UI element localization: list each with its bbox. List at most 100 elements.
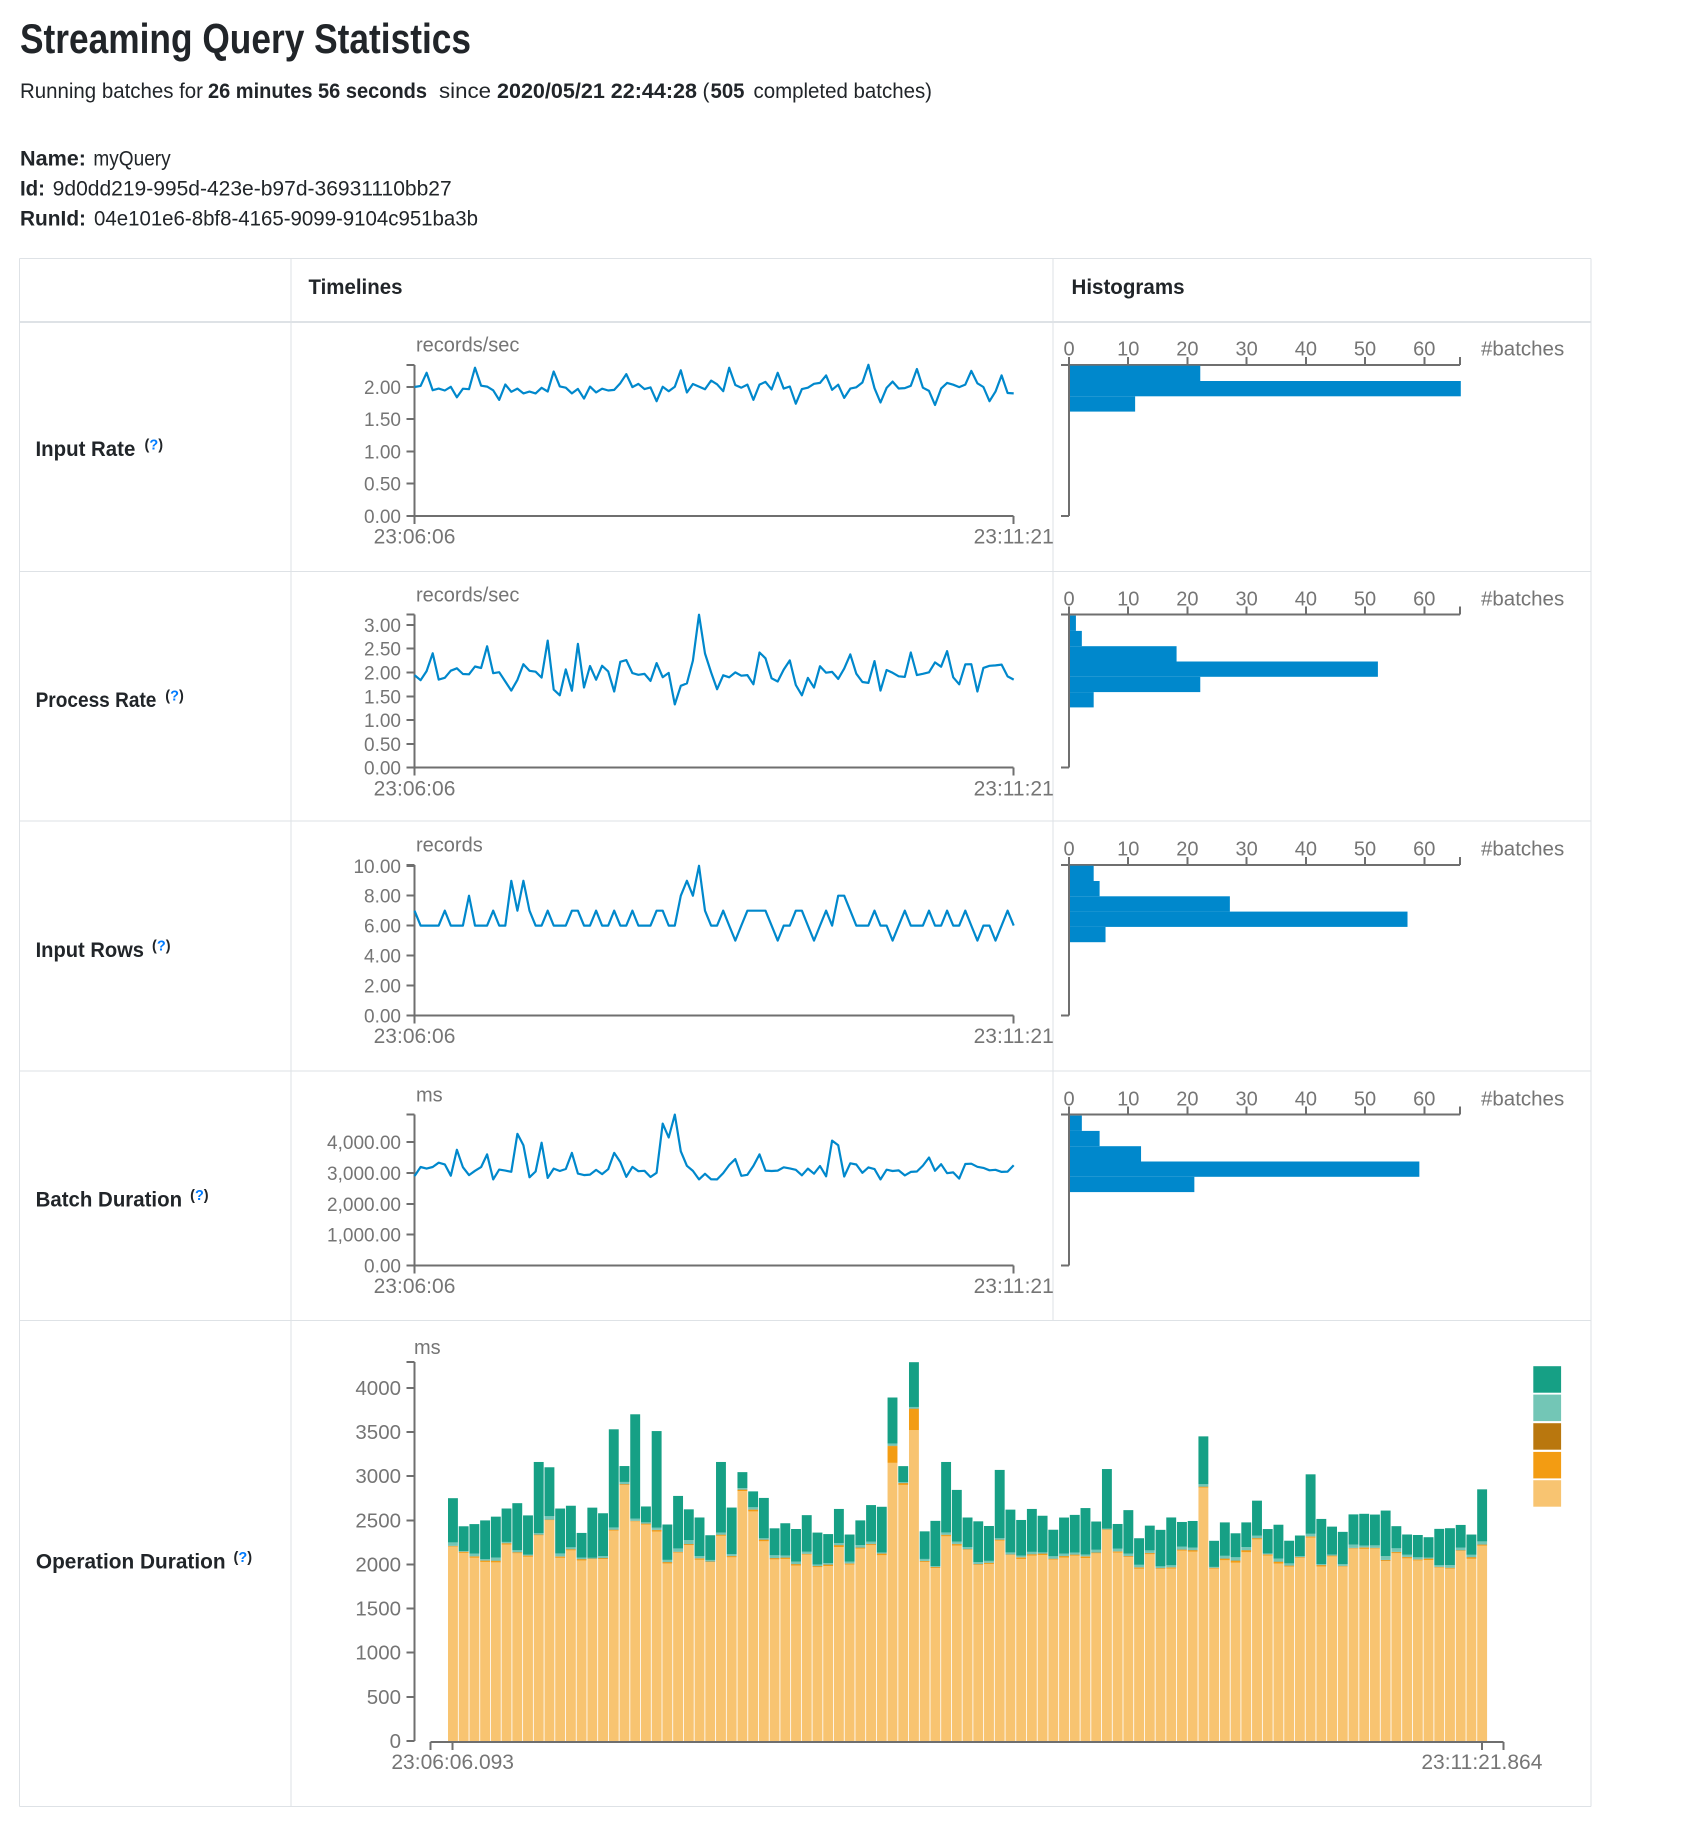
svg-text:2.50: 2.50 <box>364 640 401 661</box>
svg-text:10: 10 <box>1117 339 1139 361</box>
svg-text:23:11:21: 23:11:21 <box>974 1025 1054 1048</box>
svg-text:1500: 1500 <box>355 1598 401 1621</box>
svg-text:Batch Duration: Batch Duration <box>36 1189 183 1212</box>
svg-text:23:11:21: 23:11:21 <box>974 526 1054 549</box>
svg-text:1,000.00: 1,000.00 <box>327 1226 401 1247</box>
svg-text:23:06:06: 23:06:06 <box>374 526 456 549</box>
svg-text:4,000.00: 4,000.00 <box>327 1133 401 1154</box>
svg-text:8.00: 8.00 <box>364 887 401 908</box>
svg-text:20: 20 <box>1176 1088 1198 1110</box>
svg-text:3500: 3500 <box>355 1421 401 1444</box>
svg-text:Input Rows: Input Rows <box>36 939 144 962</box>
svg-text:60: 60 <box>1413 339 1435 361</box>
svg-text:505: 505 <box>711 80 745 103</box>
svg-text:ms: ms <box>416 1084 443 1106</box>
svg-text:2.00: 2.00 <box>364 976 401 997</box>
svg-text:records/sec: records/sec <box>416 334 519 356</box>
svg-text:completed batches): completed batches) <box>754 80 933 103</box>
svg-text:500: 500 <box>367 1686 401 1709</box>
svg-text:myQuery: myQuery <box>93 148 171 171</box>
svg-text:50: 50 <box>1354 339 1376 361</box>
svg-text:10: 10 <box>1117 1088 1139 1110</box>
svg-text:40: 40 <box>1295 588 1317 610</box>
svg-text:23:06:06: 23:06:06 <box>374 1025 456 1048</box>
svg-text:0: 0 <box>1063 588 1074 610</box>
svg-text:20: 20 <box>1176 588 1198 610</box>
svg-text:0: 0 <box>1063 339 1074 361</box>
svg-text:3000: 3000 <box>355 1465 401 1488</box>
svg-text:1.50: 1.50 <box>364 687 401 708</box>
svg-text:4000: 4000 <box>355 1377 401 1400</box>
svg-text:1000: 1000 <box>355 1642 401 1665</box>
svg-text:Operation Duration: Operation Duration <box>36 1551 226 1574</box>
svg-text:Running batches for: Running batches for <box>20 80 203 103</box>
svg-text:10: 10 <box>1117 839 1139 861</box>
svg-text:23:11:21: 23:11:21 <box>974 777 1054 800</box>
svg-text:(?): (?) <box>165 688 184 704</box>
svg-text:(?): (?) <box>190 1188 209 1204</box>
svg-text:Process Rate: Process Rate <box>36 689 157 712</box>
svg-text:RunId:: RunId: <box>20 208 86 231</box>
svg-text:50: 50 <box>1354 839 1376 861</box>
svg-text:10.00: 10.00 <box>353 857 401 878</box>
svg-text:23:06:06: 23:06:06 <box>374 1275 456 1298</box>
svg-text:Histograms: Histograms <box>1072 276 1185 299</box>
svg-text:50: 50 <box>1354 1088 1376 1110</box>
svg-text:04e101e6-8bf8-4165-9099-9104c9: 04e101e6-8bf8-4165-9099-9104c951ba3b <box>94 208 478 231</box>
svg-text:Name:: Name: <box>20 148 86 171</box>
svg-text:(: ( <box>703 80 710 103</box>
svg-text:30: 30 <box>1236 1088 1258 1110</box>
svg-text:3.00: 3.00 <box>364 616 401 637</box>
svg-text:Timelines: Timelines <box>309 276 403 299</box>
svg-text:60: 60 <box>1413 588 1435 610</box>
svg-text:0.50: 0.50 <box>364 735 401 756</box>
svg-text:0: 0 <box>1063 1088 1074 1110</box>
svg-text:0.50: 0.50 <box>364 475 401 496</box>
svg-text:(?): (?) <box>234 1550 253 1566</box>
svg-text:2,000.00: 2,000.00 <box>327 1195 401 1216</box>
svg-text:Input Rate: Input Rate <box>36 438 136 461</box>
svg-text:1.50: 1.50 <box>364 410 401 431</box>
svg-text:2020/05/21 22:44:28: 2020/05/21 22:44:28 <box>497 80 697 103</box>
svg-text:20: 20 <box>1176 839 1198 861</box>
svg-text:23:06:06: 23:06:06 <box>374 777 456 800</box>
svg-text:60: 60 <box>1413 1088 1435 1110</box>
svg-text:(?): (?) <box>145 437 164 453</box>
svg-text:records: records <box>416 834 483 856</box>
svg-text:Streaming Query Statistics: Streaming Query Statistics <box>20 15 471 62</box>
svg-text:30: 30 <box>1236 588 1258 610</box>
svg-text:#batches: #batches <box>1481 1087 1564 1110</box>
svg-text:26 minutes 56 seconds: 26 minutes 56 seconds <box>208 80 427 103</box>
svg-text:6.00: 6.00 <box>364 917 401 938</box>
svg-text:0: 0 <box>1063 839 1074 861</box>
svg-text:2.00: 2.00 <box>364 664 401 685</box>
svg-text:30: 30 <box>1236 839 1258 861</box>
svg-text:60: 60 <box>1413 839 1435 861</box>
svg-text:40: 40 <box>1295 839 1317 861</box>
svg-text:2000: 2000 <box>355 1553 401 1576</box>
svg-text:0: 0 <box>390 1730 401 1753</box>
svg-text:50: 50 <box>1354 588 1376 610</box>
svg-text:40: 40 <box>1295 339 1317 361</box>
svg-text:#batches: #batches <box>1481 338 1564 361</box>
svg-text:1.00: 1.00 <box>364 711 401 732</box>
svg-text:30: 30 <box>1236 339 1258 361</box>
svg-text:Id:: Id: <box>20 178 45 201</box>
svg-text:2500: 2500 <box>355 1509 401 1532</box>
svg-text:(?): (?) <box>152 938 171 954</box>
svg-text:10: 10 <box>1117 588 1139 610</box>
svg-text:1.00: 1.00 <box>364 442 401 463</box>
svg-text:20: 20 <box>1176 339 1198 361</box>
svg-text:9d0dd219-995d-423e-b97d-369311: 9d0dd219-995d-423e-b97d-36931110bb27 <box>53 178 452 201</box>
svg-text:#batches: #batches <box>1481 838 1564 861</box>
svg-text:records/sec: records/sec <box>416 584 519 606</box>
svg-text:#batches: #batches <box>1481 587 1564 610</box>
svg-text:23:11:21: 23:11:21 <box>974 1275 1054 1298</box>
svg-text:40: 40 <box>1295 1088 1317 1110</box>
svg-text:since: since <box>439 80 491 103</box>
svg-text:4.00: 4.00 <box>364 947 401 968</box>
svg-text:2.00: 2.00 <box>364 378 401 399</box>
svg-text:3,000.00: 3,000.00 <box>327 1164 401 1185</box>
svg-text:ms: ms <box>414 1337 441 1359</box>
svg-text:23:06:06.093: 23:06:06.093 <box>391 1751 514 1774</box>
